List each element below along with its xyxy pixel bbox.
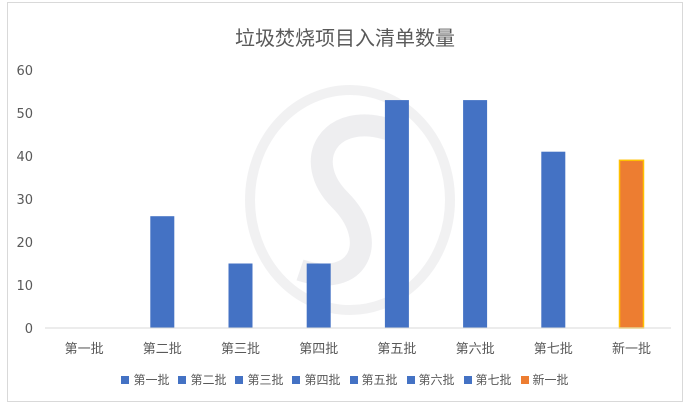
x-tick-label: 第一批 (65, 342, 104, 357)
bar-5 (384, 100, 409, 328)
bar-8 (618, 159, 645, 329)
bar-3 (228, 263, 253, 328)
legend-item: 第四批 (292, 371, 341, 388)
legend-swatch (406, 375, 415, 384)
legend-label: 第四批 (304, 373, 341, 387)
x-tick-label: 第六批 (456, 342, 495, 357)
x-tick-label: 第五批 (377, 342, 416, 357)
legend-label: 第五批 (361, 373, 398, 387)
chart-frame (7, 2, 683, 402)
legend-swatch (178, 375, 187, 384)
legend-item: 新一批 (520, 371, 569, 388)
legend-swatch (349, 375, 358, 384)
y-tick-label: 0 (25, 322, 33, 337)
legend-swatch (463, 375, 472, 384)
y-tick-label: 50 (16, 107, 33, 122)
watermark-logo (245, 85, 455, 315)
legend-item: 第一批 (121, 371, 169, 388)
legend: 第一批 第二批 第三批 第四批 第五批 第六批 第七批 新一批 (0, 371, 690, 388)
bar-4 (306, 263, 331, 328)
bar-2 (150, 216, 175, 328)
y-tick-label: 40 (16, 150, 33, 165)
legend-label: 第二批 (190, 373, 227, 387)
bar-7 (541, 151, 566, 328)
legend-item: 第五批 (349, 371, 398, 388)
x-tick-label: 第三批 (221, 342, 260, 357)
legend-item: 第二批 (178, 371, 226, 388)
chart-title: 垃圾焚烧项目入清单数量 (235, 26, 455, 50)
x-tick-label: 第四批 (299, 342, 338, 357)
legend-swatch (520, 375, 529, 384)
legend-label: 第六批 (418, 373, 455, 387)
x-tick-label: 第二批 (143, 342, 182, 357)
legend-swatch (235, 375, 244, 384)
y-tick-label: 30 (16, 193, 33, 208)
bar-6 (463, 100, 488, 328)
y-tick-label: 20 (16, 236, 33, 251)
legend-label: 第一批 (133, 373, 170, 387)
x-tick-label: 新一批 (612, 341, 651, 357)
legend-item: 第六批 (406, 371, 455, 388)
y-tick-label: 60 (16, 64, 33, 79)
legend-swatch (292, 375, 301, 384)
legend-label: 第三批 (247, 373, 284, 387)
legend-label: 新一批 (532, 373, 569, 387)
legend-item: 第三批 (235, 371, 283, 388)
legend-item: 第七批 (463, 371, 512, 388)
legend-label: 第七批 (475, 373, 512, 387)
y-tick-label: 10 (16, 279, 33, 294)
legend-swatch (121, 375, 130, 384)
x-tick-label: 第七批 (534, 342, 573, 357)
